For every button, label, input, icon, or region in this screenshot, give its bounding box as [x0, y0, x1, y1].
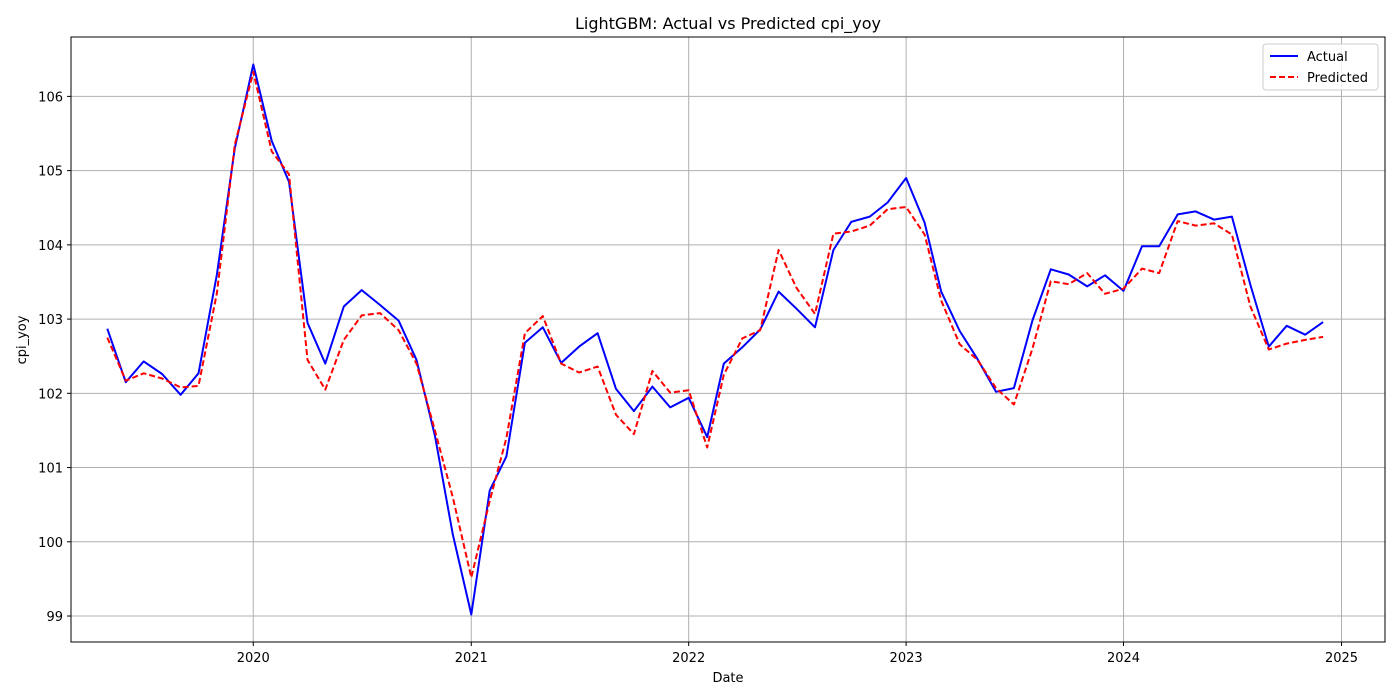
y-tick-label: 101 [38, 462, 63, 477]
grid-lines [71, 37, 1385, 642]
series-line-predicted [106, 70, 1324, 579]
x-tick-label: 2023 [890, 651, 923, 666]
legend: Actual Predicted [1262, 43, 1379, 91]
x-tick-label: 2020 [237, 651, 270, 666]
x-tick-label: 2024 [1107, 651, 1140, 666]
series-line-actual [106, 63, 1324, 616]
x-axis-title: Date [712, 671, 743, 686]
y-tick-label: 106 [38, 90, 63, 105]
x-tick-label: 2025 [1325, 651, 1358, 666]
y-tick-label: 102 [38, 387, 63, 402]
x-tick-label: 2021 [455, 651, 488, 666]
y-tick-label: 105 [38, 165, 63, 180]
y-tick-label: 99 [46, 610, 63, 625]
plot-frame [70, 36, 1386, 643]
y-tick-label: 100 [38, 536, 63, 551]
x-axis: 2020 2021 2022 2023 2024 2025 [237, 642, 1358, 666]
y-tick-label: 103 [38, 313, 63, 328]
y-axis-title: cpi_yoy [15, 315, 30, 364]
y-tick-label: 104 [38, 239, 63, 254]
series-layer [106, 63, 1324, 616]
legend-label-predicted: Predicted [1307, 71, 1368, 86]
x-tick-label: 2022 [672, 651, 705, 666]
legend-label-actual: Actual [1307, 50, 1348, 65]
chart-title: LightGBM: Actual vs Predicted cpi_yoy [575, 14, 881, 34]
y-axis: 99 100 101 102 103 104 105 106 [38, 90, 71, 625]
